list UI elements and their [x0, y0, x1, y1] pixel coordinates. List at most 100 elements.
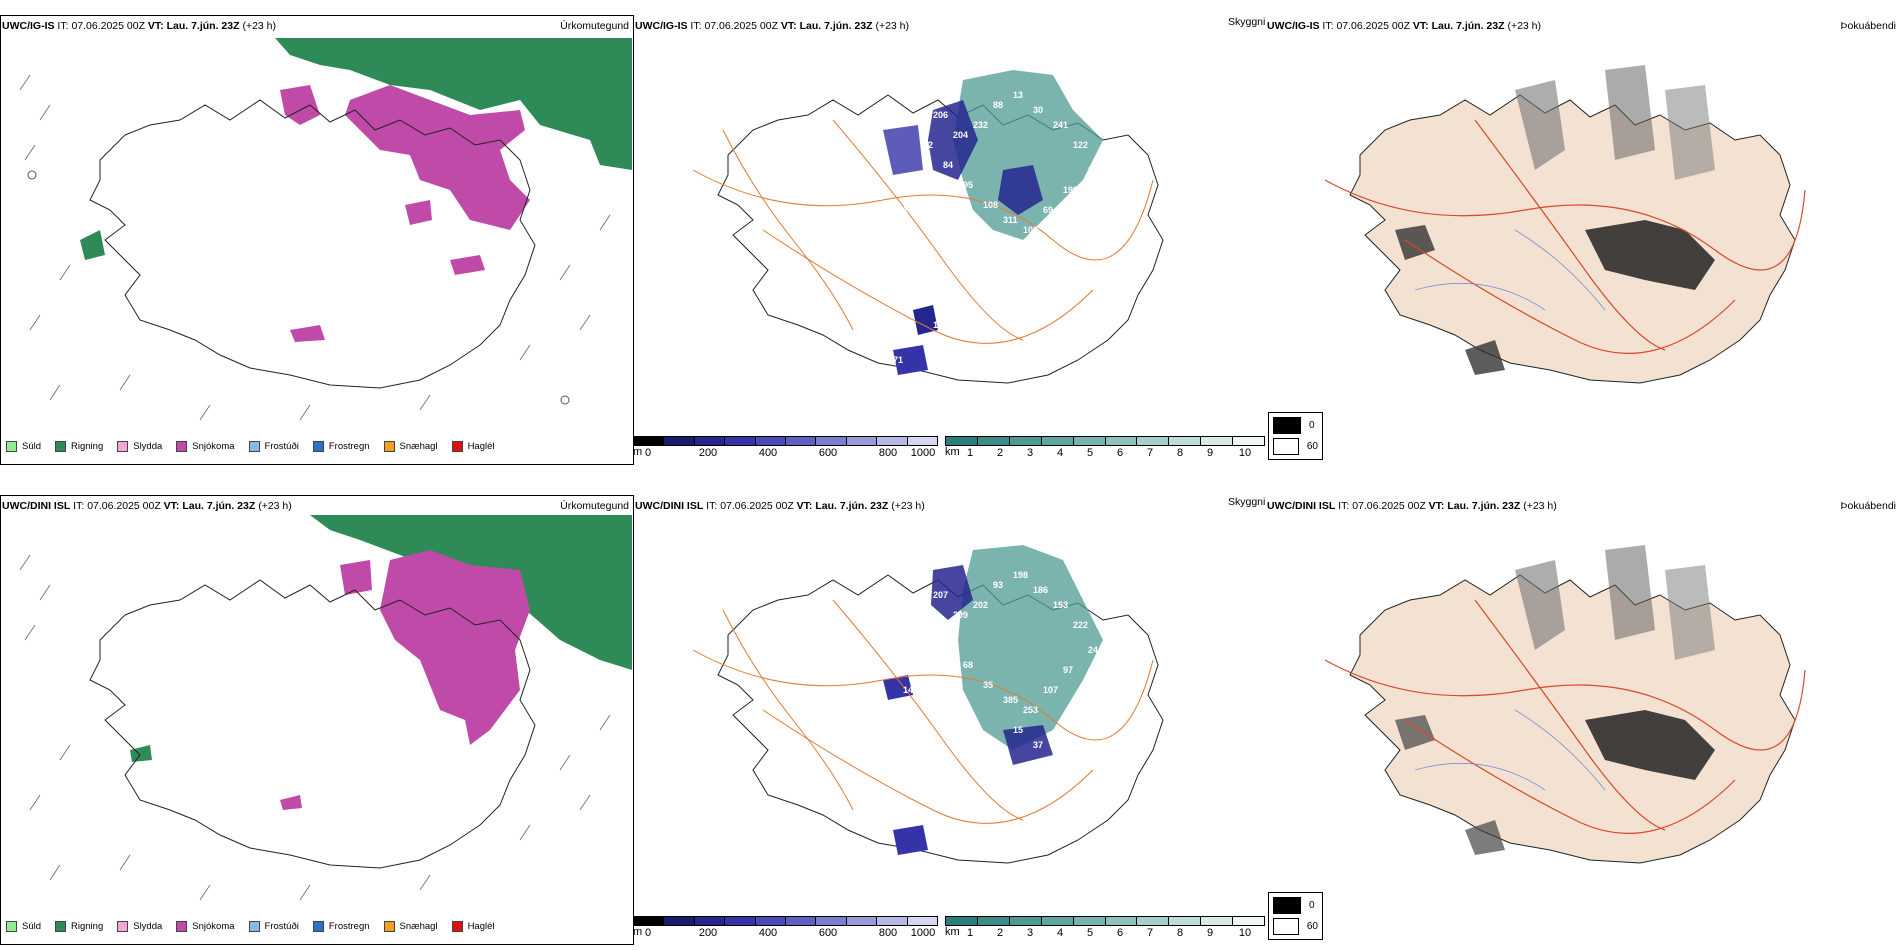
legend-item-snjokoma: Snjókoma: [176, 441, 235, 452]
tick: 8: [1176, 447, 1184, 459]
tick: 3: [1026, 927, 1034, 939]
cloud-value-label: 132: [943, 640, 959, 650]
legend-item-snaehagl: Snæhagl: [383, 921, 438, 932]
fog-legend-label: 0: [1309, 900, 1315, 911]
fog-legend: 0 60: [1268, 892, 1323, 940]
cloud-value-label: 95: [963, 180, 974, 190]
fog-legend-row: 0: [1273, 897, 1318, 914]
legend-item-snjokoma: Snjókoma: [176, 921, 235, 932]
tick: 6: [1116, 927, 1124, 939]
cloud-value-label: 13: [1013, 90, 1024, 100]
height-unit: m: [633, 446, 643, 458]
legend-label: Rigning: [71, 921, 104, 932]
panel-header: UWC/DINI ISL IT: 07.06.2025 00Z VT: Lau.…: [635, 500, 925, 512]
it-value: 07.06.2025 00Z: [71, 20, 145, 32]
swatch: [176, 441, 188, 452]
cloud-value-label: 209: [953, 610, 969, 620]
cloud-value-label: 21: [1088, 165, 1099, 175]
legend-label: Haglél: [467, 921, 495, 932]
cloud-value-label: 88: [993, 100, 1004, 110]
cloud-unit: km: [945, 926, 960, 938]
precip-title: Úrkomutegund: [560, 500, 629, 512]
cloud-value-label: 107: [1043, 685, 1059, 695]
precip-panel-row1: UWC/IG-IS IT: 07.06.2025 00Z VT: Lau. 7.…: [0, 0, 635, 470]
it-prefix: IT:: [690, 20, 702, 32]
legend-label: Súld: [22, 921, 42, 932]
vt-label: VT: Lau. 7.jún. 23Z: [1428, 500, 1521, 512]
lead-time: (+23 h): [242, 20, 277, 32]
lead-time: (+23 h): [1523, 500, 1557, 512]
tick: 10: [1238, 447, 1252, 459]
lead-time: (+23 h): [1507, 20, 1542, 32]
tick: 10: [1238, 927, 1252, 939]
cloud-value-label: 93: [993, 580, 1004, 590]
swatch: [248, 441, 260, 452]
cloud-value-label: 253: [1023, 705, 1039, 715]
precip-legend: Súld Rigning Slydda Snjókoma Frostúði Fr…: [6, 921, 509, 932]
tick: 6: [1116, 447, 1124, 459]
cloud-value-label: 12: [863, 245, 874, 255]
it-value: 07.06.2025 00Z: [704, 20, 778, 32]
cloud-value-label: 12: [953, 350, 964, 360]
legend-label: Slydda: [133, 441, 163, 452]
it-value: 07.06.2025 00Z: [87, 500, 161, 512]
cloud-unit: km: [945, 446, 960, 458]
cloud-scale-swatches: [945, 436, 1265, 446]
tick: 800: [878, 447, 898, 459]
cloud-value-label: 125: [883, 705, 899, 715]
vt-label: VT: Lau. 7.jún. 23Z: [780, 20, 873, 32]
precip-map: [19, 38, 632, 421]
cloud-value-label: 153: [1053, 600, 1069, 610]
legend-label: Snæhagl: [399, 441, 438, 452]
fog-legend-row: 60: [1273, 918, 1318, 935]
model-label: UWC/DINI ISL: [1267, 500, 1336, 512]
fog-title: Þokuábendi: [1840, 20, 1896, 32]
cloud-value-label: 186: [1033, 585, 1049, 595]
cloud-value-label: 137: [933, 320, 949, 330]
cloud-value-label: 35: [983, 680, 994, 690]
precip-frame: [0, 495, 634, 945]
cloud-colorbar: 1 2 3 4 5 6 7 8 9 10: [945, 436, 1265, 460]
it-prefix: IT:: [73, 500, 85, 512]
cloud-value-label: 198: [1013, 570, 1029, 580]
legend-label: Frostúði: [264, 441, 299, 452]
tick: 400: [758, 927, 778, 939]
height-colorbar: 0 200 400 600 800 1000: [633, 916, 938, 940]
cloud-value-label: 24: [1088, 645, 1099, 655]
precip-legend: Súld Rigning Slydda Snjókoma Frostúði Fr…: [6, 441, 509, 452]
cloud-value-label: 199: [1063, 185, 1079, 195]
cloud-value-label: 167: [913, 335, 929, 345]
swatch: [383, 441, 395, 452]
tick: 9: [1206, 927, 1214, 939]
tick: 0: [644, 447, 652, 459]
height-ticks: 0 200 400 600 800 1000: [633, 926, 938, 940]
legend-label: Haglél: [467, 441, 495, 452]
height-unit: m: [633, 926, 643, 938]
legend-label: Snjókoma: [192, 921, 235, 932]
tick: 2: [996, 447, 1004, 459]
cloud-value-label: 232: [973, 120, 989, 130]
tick: 5: [1086, 927, 1094, 939]
fog-legend-label: 0: [1309, 420, 1315, 431]
legend-item-haglel: Haglél: [451, 441, 495, 452]
lead-time: (+23 h): [875, 20, 910, 32]
legend-label: Súld: [22, 441, 42, 452]
tick: 4: [1056, 927, 1064, 939]
panel-header: UWC/IG-IS IT: 07.06.2025 00Z VT: Lau. 7.…: [1267, 20, 1541, 32]
fog-legend-row: 60: [1273, 438, 1318, 455]
model-label: UWC/IG-IS: [2, 20, 55, 32]
cloud-value-label: 84: [943, 160, 954, 170]
model-label: UWC/IG-IS: [1267, 20, 1320, 32]
legend-item-rigning: Rigning: [55, 441, 103, 452]
swatch: [117, 441, 129, 452]
cloud-value-label: 204: [953, 130, 969, 140]
cloud-colorbar: 1 2 3 4 5 6 7 8 9 10: [945, 916, 1265, 940]
legend-label: Rigning: [71, 441, 104, 452]
swatch: [55, 441, 67, 452]
fog-legend-label: 60: [1306, 921, 1318, 932]
cloud-value-label: 88: [1033, 260, 1044, 270]
tick: 400: [758, 447, 778, 459]
legend-item-sud: Súld: [6, 441, 41, 452]
cloud-value-label: 118: [873, 370, 888, 380]
legend-label: Frostregn: [328, 921, 370, 932]
